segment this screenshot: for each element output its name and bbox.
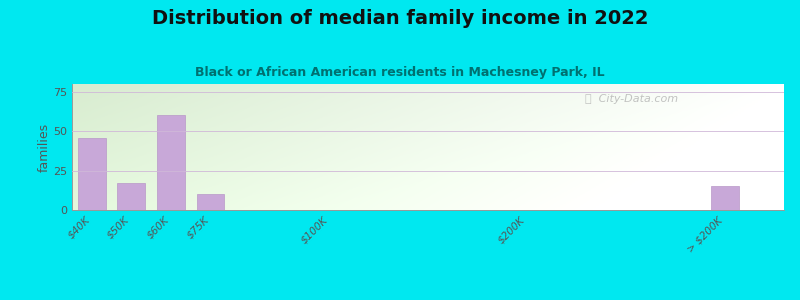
Text: ⓘ  City-Data.com: ⓘ City-Data.com bbox=[585, 94, 678, 104]
Y-axis label: families: families bbox=[38, 122, 50, 172]
Bar bbox=[711, 186, 738, 210]
Text: Distribution of median family income in 2022: Distribution of median family income in … bbox=[152, 9, 648, 28]
Text: Black or African American residents in Machesney Park, IL: Black or African American residents in M… bbox=[195, 66, 605, 79]
Bar bbox=[78, 137, 106, 210]
Bar bbox=[157, 116, 185, 210]
Bar bbox=[197, 194, 224, 210]
Bar bbox=[118, 183, 145, 210]
